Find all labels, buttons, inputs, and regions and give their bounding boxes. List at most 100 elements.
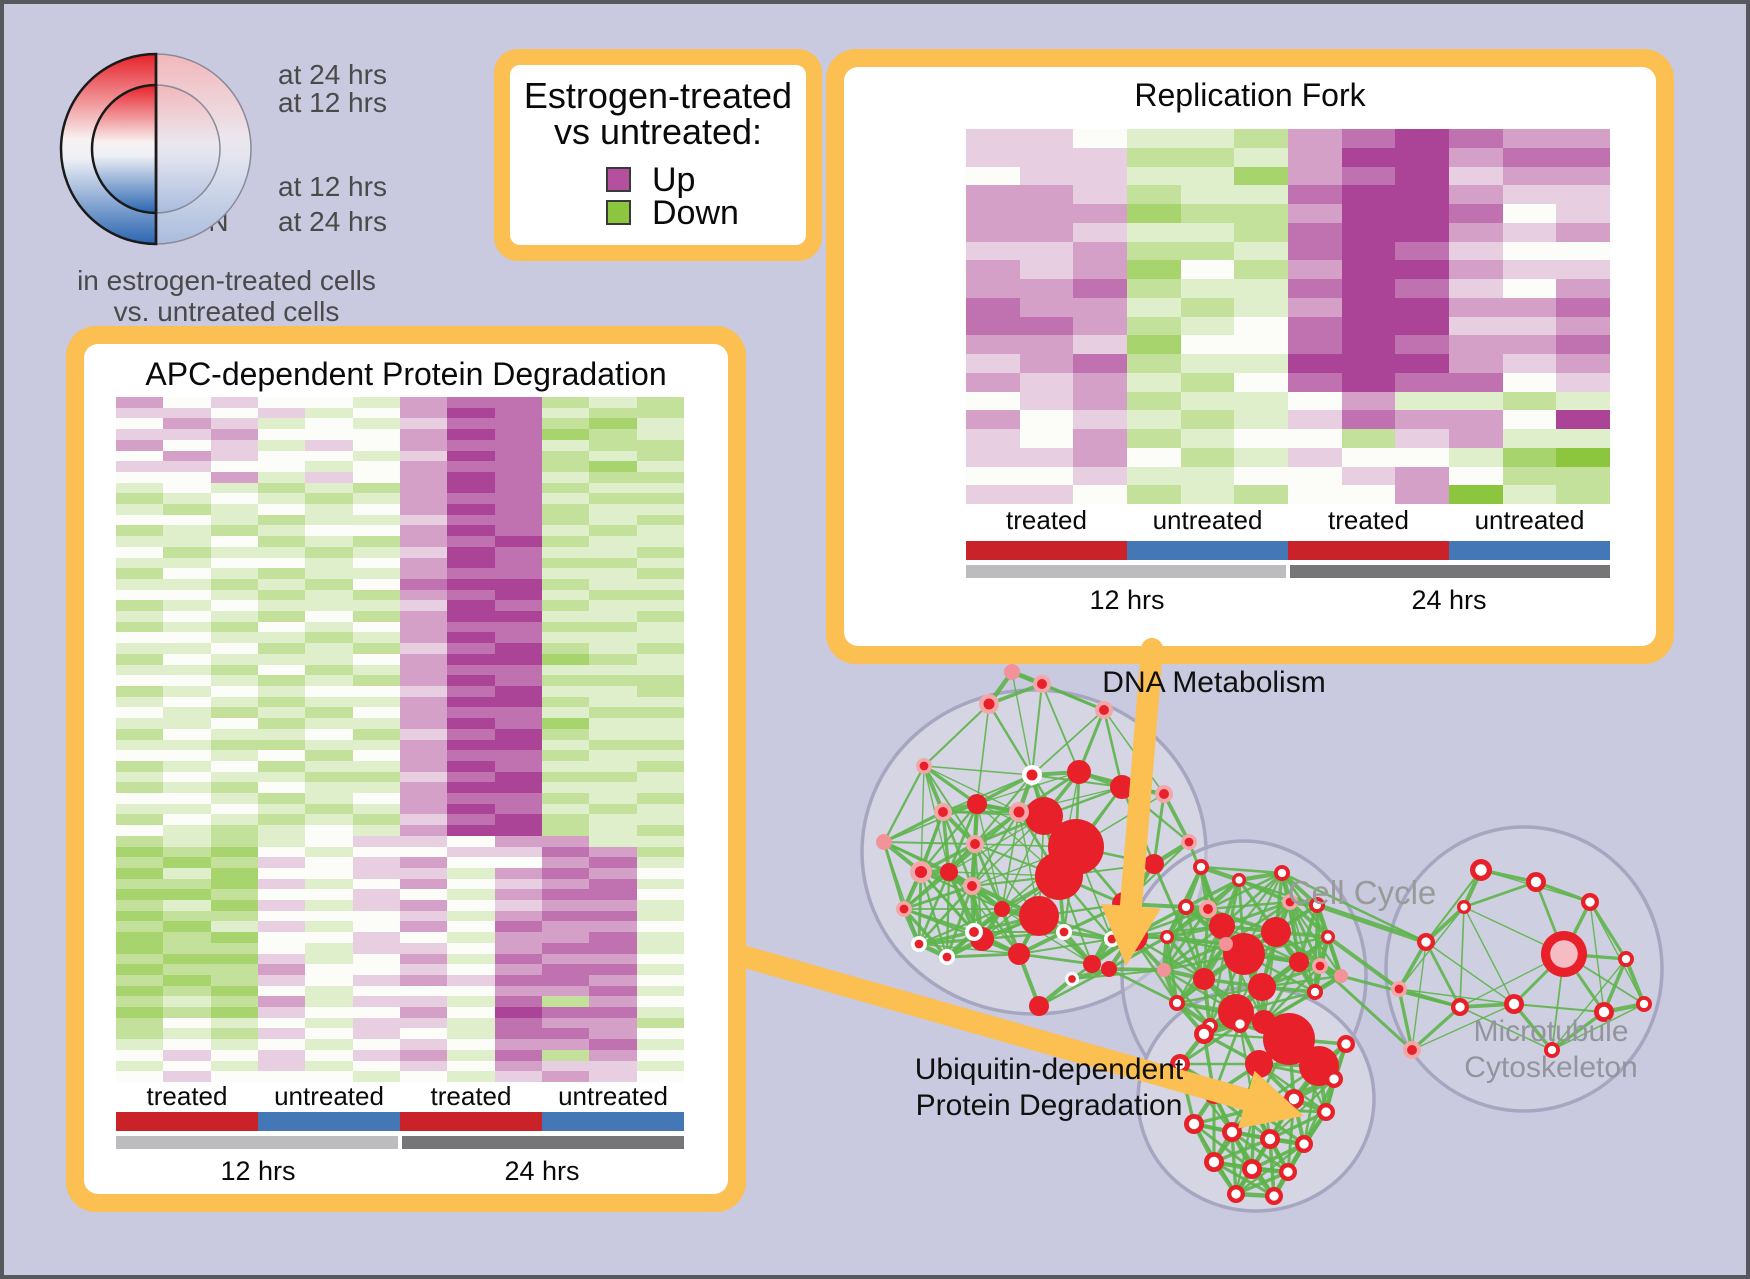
network-edge [973, 843, 1004, 910]
network-edge [1057, 875, 1066, 933]
heatmap-cell [163, 546, 211, 558]
heatmap-cell [163, 825, 211, 836]
heatmap-cell [494, 921, 542, 933]
heatmap-cell [352, 536, 400, 547]
heatmap-cell [257, 814, 306, 826]
gene-node-core [1341, 1039, 1351, 1049]
treated-bar [1288, 541, 1449, 560]
network-edge [1287, 1038, 1328, 1113]
network-edge [1312, 965, 1323, 993]
heatmap-cell [1395, 391, 1449, 411]
heatmap-cell [305, 621, 353, 633]
heatmap-cell [494, 1049, 542, 1061]
heatmap-cell [541, 1049, 590, 1061]
network-edge [1261, 974, 1342, 989]
heatmap-cell [494, 985, 542, 997]
heatmap-cell [447, 482, 495, 494]
heatmap-cell [1127, 279, 1181, 298]
heatmap-cell [399, 1071, 448, 1082]
heatmap-cell [1395, 447, 1449, 467]
heatmap-cell [257, 546, 306, 558]
heatmap-cell [210, 482, 258, 494]
network-edge [883, 841, 973, 887]
heatmap-cell [1073, 297, 1127, 317]
heatmap-cell [1288, 372, 1342, 392]
network-edge [1001, 906, 1040, 919]
heatmap-cell [447, 996, 495, 1008]
network-edge [1201, 978, 1213, 1027]
heatmap-cell [494, 439, 542, 451]
heatmap-cell [589, 1017, 637, 1029]
network-edge [1058, 771, 1080, 877]
network-edge [1224, 941, 1246, 957]
heatmap-cell [1180, 372, 1235, 392]
gene-node-solid [1067, 760, 1091, 784]
network-edge [981, 875, 1060, 940]
heatmap-cell [541, 910, 590, 922]
network-edge [1001, 846, 1077, 910]
network-edge [1075, 845, 1155, 866]
heatmap-cell [257, 782, 306, 794]
network-edge [1207, 907, 1277, 934]
network-edge [970, 885, 984, 940]
heatmap-cell [589, 557, 637, 569]
heatmap-cell [399, 846, 448, 858]
network-edge [945, 937, 984, 959]
network-edge [974, 814, 1045, 846]
time-12h-bar [966, 565, 1286, 578]
heatmap-cell [305, 471, 353, 483]
direction-label: UP [160, 59, 199, 90]
heatmap-cell [257, 439, 306, 451]
network-edge [1131, 933, 1168, 940]
network-edge [1192, 1123, 1216, 1163]
network-edge [1213, 1159, 1253, 1172]
network-edge [1234, 985, 1264, 1014]
network-edge [1208, 953, 1246, 1027]
heatmap-cell [541, 600, 590, 612]
gene-node-core [1530, 876, 1542, 888]
heatmap-cell [116, 707, 164, 719]
heatmap-cell [541, 707, 590, 719]
heatmap-cell [257, 621, 306, 633]
gene-node-ring [1009, 802, 1029, 822]
heatmap-cell [352, 589, 400, 601]
gene-node-core [1639, 999, 1649, 1009]
gene-node-core [1163, 933, 1171, 941]
heatmap-cell [541, 942, 590, 954]
network-edge [1261, 936, 1329, 988]
heatmap-cell [636, 996, 684, 1008]
heatmap-cell [1234, 429, 1288, 448]
heatmap-cell [1180, 429, 1235, 448]
heatmap-cell [305, 846, 353, 858]
heatmap-cell [447, 632, 495, 644]
ubiquitin-label-line2: Protein Degradation [915, 1089, 1183, 1122]
heatmap-cell [494, 739, 542, 751]
network-edge [1202, 977, 1238, 1014]
time-label: at 12 hrs [278, 171, 387, 202]
network-edge [918, 930, 975, 946]
heatmap-cell [163, 750, 211, 761]
heatmap-cell [116, 418, 164, 430]
heatmap-cell [399, 878, 448, 890]
heatmap-cell [1341, 410, 1396, 429]
heatmap-cell [589, 407, 637, 419]
heatmap-cell [966, 260, 1020, 279]
network-edge [1212, 1130, 1234, 1164]
heatmap-cell [1234, 485, 1288, 504]
heatmap-cell [589, 750, 637, 761]
network-edge [1037, 875, 1061, 917]
heatmap-cell [636, 1007, 684, 1018]
heatmap-cell [399, 953, 448, 965]
network-edge [1185, 878, 1240, 909]
heatmap-cell [494, 974, 542, 986]
heatmap-cell [1073, 410, 1127, 429]
heatmap-cell [399, 974, 448, 986]
heatmap-cell [352, 974, 400, 986]
heatmap-cell [210, 525, 258, 537]
heatmap-cell [257, 718, 306, 729]
heatmap-cell [541, 643, 590, 654]
heatmap-cell [257, 589, 306, 601]
network-edge [1268, 1097, 1296, 1141]
heatmap-cell [447, 568, 495, 579]
network-edge [902, 871, 923, 910]
